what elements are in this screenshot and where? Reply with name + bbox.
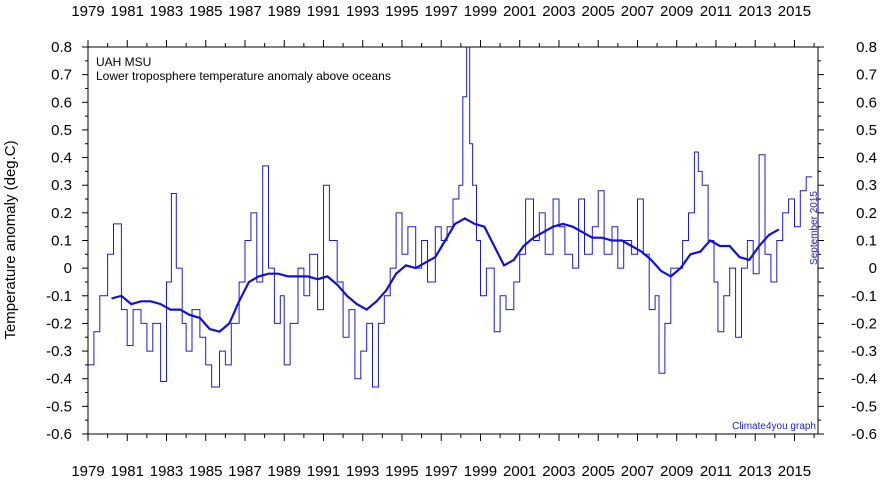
y-tick-label: 0.4 (51, 150, 72, 167)
y-tick-label-right: 0.3 (856, 177, 877, 194)
y-tick-label-right: -0.5 (851, 398, 877, 415)
y-tick-label: -0.3 (46, 343, 72, 360)
y-tick-label-right: 0.2 (856, 205, 877, 222)
series-monthly-anomaly (88, 46, 813, 388)
y-tick-label-right: -0.6 (851, 426, 877, 443)
y-tick-label-right: -0.2 (851, 315, 877, 332)
x-tick-label: 1989 (268, 463, 301, 480)
y-tick-label-right: 0.6 (856, 94, 877, 111)
plot-frame (87, 46, 819, 435)
chart-subtitle: Lower troposphere temperature anomaly ab… (96, 69, 391, 83)
y-axis-label: Temperature anomaly (deg.C) (2, 140, 19, 339)
x-tick-label: 1983 (150, 463, 183, 480)
x-tick-label: 2007 (621, 463, 654, 480)
x-tick-label-top: 2013 (739, 3, 772, 20)
x-axis-tick-labels-top: 1979 1981 1983 1985 1987 1989 1991 1993 1995 1997… (71, 3, 811, 20)
x-tick-label: 2011 (700, 463, 732, 480)
x-tick-label: 2013 (739, 463, 772, 480)
x-tick-label: 2009 (660, 463, 693, 480)
y-tick-label-right: 0.5 (856, 122, 877, 139)
y-tick-label-right: -0.4 (851, 371, 877, 388)
y-tick-label-right: 0.8 (856, 39, 877, 56)
y-tick-label-right: 0.7 (856, 67, 877, 84)
x-tick-label-top: 1979 (71, 3, 104, 20)
x-tick-label-top: 1991 (307, 3, 340, 20)
y-tick-label: -0.2 (46, 315, 72, 332)
x-tick-label: 2001 (503, 463, 536, 480)
x-tick-label: 1985 (189, 463, 222, 480)
x-axis-tick-labels-bottom: 1979 1981 1983 1985 1987 1989 1991 1993 1995 1997… (71, 463, 811, 480)
y-axis-tick-labels-right: 0.8 0.7 0.6 0.5 0.4 0.3 0.2 0.1 0 -0.1 -0.2 -0.3 -0.… (851, 39, 877, 443)
x-tick-label: 2015 (778, 463, 811, 480)
x-tick-label-top: 1981 (111, 3, 144, 20)
x-tick-label-top: 1999 (464, 3, 497, 20)
x-tick-label: 1987 (228, 463, 261, 480)
y-axis-tick-labels-left: 0.8 0.7 0.6 0.5 0.4 0.3 0.2 0.1 0 -0.1 -0.2 -0.3 -0.… (46, 39, 72, 443)
x-tick-label-top: 1989 (268, 3, 301, 20)
x-tick-label: 1981 (111, 463, 144, 480)
x-tick-label: 1997 (425, 463, 458, 480)
x-tick-label-top: 2007 (621, 3, 654, 20)
x-tick-label-top: 2015 (778, 3, 811, 20)
x-tick-label-top: 2005 (582, 3, 615, 20)
y-tick-label: -0.1 (46, 288, 72, 305)
x-tick-label: 1991 (307, 463, 340, 480)
x-tick-label: 1979 (71, 463, 104, 480)
x-tick-label-top: 2001 (503, 3, 536, 20)
y-tick-label: 0.3 (51, 177, 72, 194)
x-tick-label-top: 2003 (542, 3, 575, 20)
x-tick-label: 1993 (346, 463, 379, 480)
chart-title: UAH MSU (96, 55, 151, 69)
x-tick-label: 1995 (385, 463, 418, 480)
y-tick-label: 0 (64, 260, 72, 277)
y-tick-label: -0.4 (46, 371, 72, 388)
x-tick-label-top: 1983 (150, 3, 183, 20)
x-tick-label-top: 1985 (189, 3, 222, 20)
y-tick-label-right: -0.3 (851, 343, 877, 360)
y-tick-label-right: -0.1 (851, 288, 877, 305)
y-tick-label-right: 0.4 (856, 150, 877, 167)
y-tick-label: 0.6 (51, 94, 72, 111)
latest-month-annotation: September 2015 (809, 191, 820, 265)
x-tick-label: 1999 (464, 463, 497, 480)
series-running-mean (111, 217, 780, 333)
y-tick-label: 0.8 (51, 39, 72, 56)
x-tick-label: 2005 (582, 463, 615, 480)
x-axis-ticks (87, 40, 815, 441)
y-tick-label: -0.5 (46, 398, 72, 415)
x-tick-label-top: 2011 (700, 3, 732, 20)
y-tick-label: -0.6 (46, 426, 72, 443)
y-tick-label: 0.7 (51, 67, 72, 84)
x-tick-label-top: 1997 (425, 3, 458, 20)
y-tick-label-right: 0.1 (856, 233, 877, 250)
y-tick-label: 0.5 (51, 122, 72, 139)
x-tick-label-top: 1995 (385, 3, 418, 20)
y-tick-label: 0.2 (51, 205, 72, 222)
x-tick-label-top: 1987 (228, 3, 261, 20)
y-tick-label-right: 0 (869, 260, 877, 277)
x-tick-label-top: 1993 (346, 3, 379, 20)
y-tick-label: 0.1 (51, 233, 72, 250)
credit-annotation: Climate4you graph (732, 421, 816, 432)
x-tick-label-top: 2009 (660, 3, 693, 20)
x-tick-label: 2003 (542, 463, 575, 480)
